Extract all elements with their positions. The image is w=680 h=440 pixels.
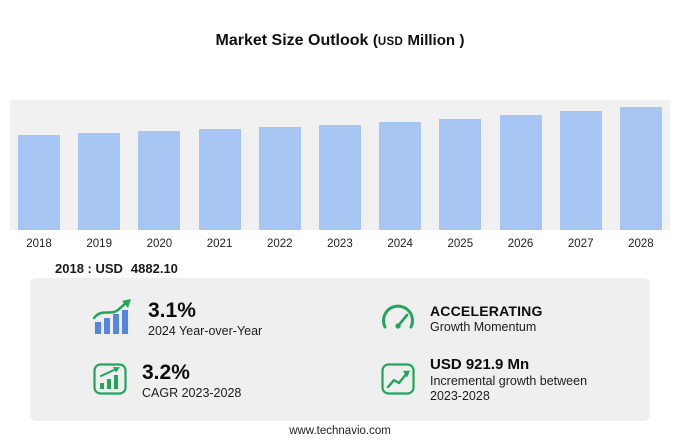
bar bbox=[379, 122, 422, 230]
paren-close: ) bbox=[459, 32, 465, 49]
bar bbox=[138, 131, 181, 230]
line-growth-icon bbox=[380, 360, 416, 401]
bar bbox=[439, 119, 482, 230]
stat-yoy: 3.1% 2024 Year-over-Year bbox=[92, 298, 380, 339]
bar-column: 2026 bbox=[499, 100, 542, 258]
stat-momentum-label: Growth Momentum bbox=[430, 320, 537, 335]
stat-yoy-value: 3.1% bbox=[148, 299, 196, 323]
x-tick-label: 2027 bbox=[567, 238, 594, 250]
stat-incremental-label: Incremental growth between 2023-2028 bbox=[430, 373, 588, 404]
chart-title-main: Market Size Outlook bbox=[215, 32, 369, 49]
paren-open: ( bbox=[372, 32, 378, 49]
stat-yoy-text: 3.1% 2024 Year-over-Year bbox=[148, 299, 262, 338]
x-tick-label: 2023 bbox=[327, 238, 353, 250]
base-year-label: 2018 : USD bbox=[55, 261, 123, 276]
stat-cagr-text: 3.2% CAGR 2023-2028 bbox=[142, 361, 241, 400]
gauge-icon bbox=[380, 300, 416, 337]
stat-incremental: USD 921.9 Mn Incremental growth between … bbox=[380, 356, 630, 405]
bars-trend-up-icon bbox=[92, 298, 134, 339]
stat-incremental-value: USD 921.9 Mn bbox=[430, 355, 530, 373]
bar-column: 2023 bbox=[318, 100, 361, 258]
bar-column: 2022 bbox=[258, 100, 301, 258]
website-url: www.technavio.com bbox=[289, 425, 391, 437]
stat-momentum: ACCELERATING Growth Momentum bbox=[380, 300, 630, 337]
x-tick-label: 2022 bbox=[266, 238, 293, 250]
base-year-value: 4882.10 bbox=[130, 261, 178, 276]
stat-cagr-value: 3.2% bbox=[142, 360, 190, 384]
bar-column: 2028 bbox=[619, 100, 662, 258]
bar bbox=[619, 107, 662, 230]
x-tick-label: 2020 bbox=[146, 238, 173, 250]
stat-yoy-label: 2024 Year-over-Year bbox=[148, 324, 263, 339]
x-tick-label: 2024 bbox=[387, 238, 413, 250]
bar bbox=[499, 115, 542, 230]
stat-momentum-text: ACCELERATING Growth Momentum bbox=[430, 303, 543, 334]
bar bbox=[258, 127, 301, 230]
bar bbox=[559, 111, 602, 230]
bar-column: 2027 bbox=[559, 100, 602, 258]
x-tick-label: 2028 bbox=[628, 238, 654, 250]
bar-column: 2018 bbox=[18, 100, 60, 258]
stat-incremental-text: USD 921.9 Mn Incremental growth between … bbox=[430, 356, 605, 405]
chart-title: Market Size Outlook (USD Million ) bbox=[0, 32, 680, 50]
bar bbox=[318, 125, 361, 230]
stat-cagr: 3.2% CAGR 2023-2028 bbox=[92, 360, 380, 401]
stat-cagr-label: CAGR 2023-2028 bbox=[142, 385, 242, 400]
bar-column: 2024 bbox=[379, 100, 422, 258]
x-tick-label: 2018 bbox=[26, 238, 52, 250]
stat-momentum-value: ACCELERATING bbox=[430, 303, 543, 320]
market-size-bar-chart: 2018 2019 2020 2021 2022 2023 2024 2025 2026 2027… bbox=[10, 100, 670, 258]
bar bbox=[78, 133, 121, 230]
base-year-annotation: 2018 : USD 4882.10 bbox=[55, 261, 178, 276]
bar bbox=[198, 129, 241, 230]
bar-column: 2019 bbox=[78, 100, 121, 258]
bar-chart: 2018 2019 2020 2021 2022 2023 2024 2025 2026 2027… bbox=[18, 100, 662, 258]
title-usd: USD bbox=[377, 36, 404, 48]
x-tick-label: 2019 bbox=[86, 238, 112, 250]
stats-panel: 3.1% 2024 Year-over-Year ACCELERATING Gr… bbox=[30, 278, 650, 421]
x-tick-label: 2025 bbox=[447, 238, 474, 250]
bar-column: 2025 bbox=[439, 100, 482, 258]
bar-column: 2020 bbox=[138, 100, 181, 258]
bar-column: 2021 bbox=[198, 100, 241, 258]
cagr-bars-icon bbox=[92, 360, 128, 401]
bar bbox=[18, 135, 60, 230]
title-million: Million bbox=[407, 32, 456, 49]
x-tick-label: 2021 bbox=[206, 238, 233, 250]
x-tick-label: 2026 bbox=[507, 238, 534, 250]
